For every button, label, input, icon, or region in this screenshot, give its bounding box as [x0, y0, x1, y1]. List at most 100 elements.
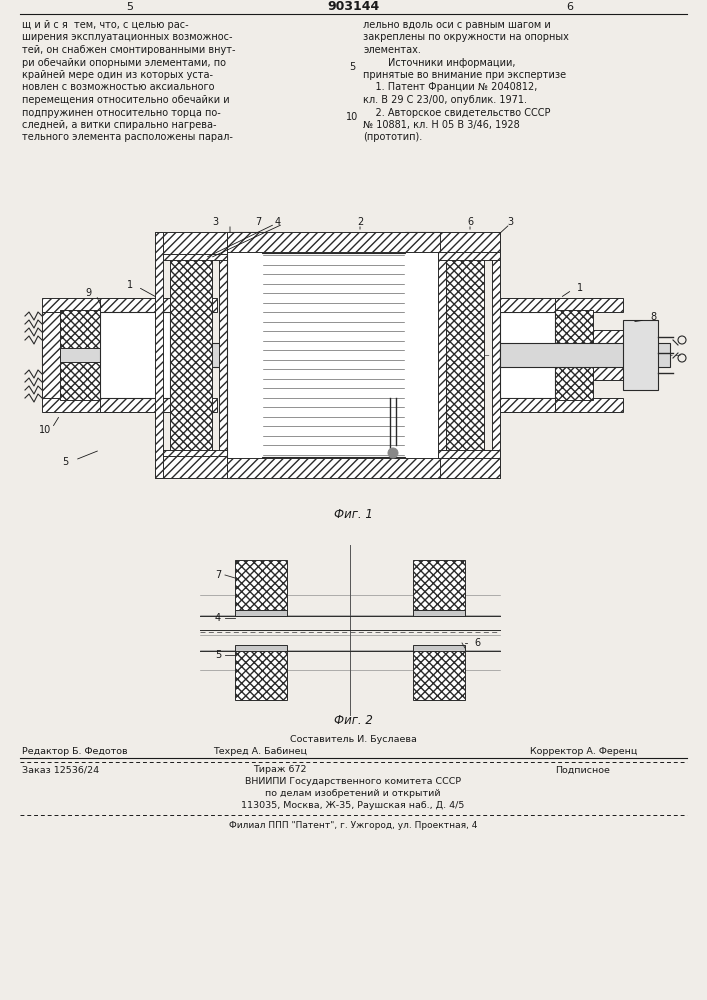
Text: 6: 6	[467, 217, 473, 227]
Bar	[413, 650, 465, 700]
Text: 8: 8	[650, 312, 656, 322]
Bar	[155, 252, 227, 260]
Bar	[100, 298, 170, 312]
Text: 6: 6	[474, 638, 480, 648]
Bar	[413, 645, 465, 651]
Text: Филиал ППП "Патент", г. Ужгород, ул. Проектная, 4: Филиал ППП "Патент", г. Ужгород, ул. Про…	[229, 822, 477, 830]
Text: Составитель И. Буслаева: Составитель И. Буслаева	[290, 736, 416, 744]
Text: 7: 7	[255, 217, 261, 227]
Text: Корректор А. Ференц: Корректор А. Ференц	[530, 748, 637, 756]
Text: закреплены по окружности на опорных: закреплены по окружности на опорных	[363, 32, 569, 42]
Bar	[438, 456, 500, 478]
Text: Редактор Б. Федотов: Редактор Б. Федотов	[22, 748, 128, 756]
Text: Фиг. 1: Фиг. 1	[334, 508, 373, 522]
Bar	[42, 398, 217, 412]
Text: 5: 5	[215, 650, 221, 660]
Bar	[155, 232, 163, 478]
Bar	[413, 610, 465, 616]
Bar	[60, 310, 100, 348]
Bar	[227, 458, 440, 478]
Text: 6: 6	[566, 2, 573, 12]
Bar	[100, 312, 170, 398]
Bar	[555, 310, 593, 348]
Bar	[42, 310, 60, 400]
Text: 10: 10	[39, 425, 51, 435]
Bar	[235, 610, 287, 616]
Text: 5: 5	[349, 62, 355, 72]
Bar	[446, 255, 484, 455]
Text: тельного элемента расположены парал-: тельного элемента расположены парал-	[22, 132, 233, 142]
Text: элементах.: элементах.	[363, 45, 421, 55]
Bar	[500, 343, 670, 367]
Text: крайней мере один из которых уста-: крайней мере один из которых уста-	[22, 70, 213, 80]
Bar	[623, 320, 658, 390]
Bar	[438, 252, 500, 260]
Text: 5: 5	[127, 2, 134, 12]
Bar	[438, 232, 446, 478]
Text: 1. Патент Франции № 2040812,: 1. Патент Франции № 2040812,	[363, 83, 537, 93]
Text: 903144: 903144	[327, 0, 379, 13]
Bar	[100, 398, 170, 412]
Text: Подписное: Подписное	[555, 766, 610, 774]
Bar	[438, 450, 500, 458]
Bar	[235, 645, 287, 651]
Text: Заказ 12536/24: Заказ 12536/24	[22, 766, 99, 774]
Text: Фиг. 2: Фиг. 2	[334, 714, 373, 726]
Bar	[155, 232, 227, 254]
Text: 3: 3	[212, 217, 218, 227]
Bar	[235, 560, 287, 610]
Text: 7: 7	[215, 570, 221, 580]
Text: принятые во внимание при экспертизе: принятые во внимание при экспертизе	[363, 70, 566, 80]
Text: 10: 10	[346, 112, 358, 122]
Text: щ и й с я  тем, что, с целью рас-: щ и й с я тем, что, с целью рас-	[22, 20, 189, 30]
Circle shape	[388, 448, 398, 458]
Text: 4: 4	[215, 613, 221, 623]
Text: 3: 3	[507, 217, 513, 227]
Bar	[500, 398, 600, 412]
Text: № 10881, кл. Н 05 В 3/46, 1928: № 10881, кл. Н 05 В 3/46, 1928	[363, 120, 520, 130]
Text: лельно вдоль оси с равным шагом и: лельно вдоль оси с равным шагом и	[363, 20, 551, 30]
Text: Тираж 672: Тираж 672	[253, 766, 307, 774]
Text: тей, он снабжен смонтированными внут-: тей, он снабжен смонтированными внут-	[22, 45, 235, 55]
Bar	[170, 255, 212, 455]
Bar	[492, 232, 500, 478]
Text: следней, а витки спирально нагрева-: следней, а витки спирально нагрева-	[22, 120, 216, 130]
Text: ри обечайки опорными элементами, по: ри обечайки опорными элементами, по	[22, 57, 226, 68]
Text: 4: 4	[275, 217, 281, 227]
Bar	[42, 343, 252, 367]
Bar	[155, 456, 227, 478]
Bar	[235, 650, 287, 700]
Text: ВНИИПИ Государственного комитета СССР: ВНИИПИ Государственного комитета СССР	[245, 778, 461, 786]
Bar	[60, 362, 100, 400]
Bar	[555, 398, 623, 412]
Text: ширения эксплуатационных возможнос-: ширения эксплуатационных возможнос-	[22, 32, 233, 42]
Text: Техред А. Бабинец: Техред А. Бабинец	[213, 748, 307, 756]
Bar	[438, 232, 500, 254]
Text: 2. Авторское свидетельство СССР: 2. Авторское свидетельство СССР	[363, 107, 551, 117]
Text: 9: 9	[85, 288, 91, 298]
Text: 2: 2	[357, 217, 363, 227]
Text: по делам изобретений и открытий: по делам изобретений и открытий	[265, 790, 440, 798]
Polygon shape	[227, 232, 440, 478]
Text: (прототип).: (прототип).	[363, 132, 422, 142]
Bar	[500, 398, 555, 412]
Bar	[413, 560, 465, 610]
Text: перемещения относительно обечайки и: перемещения относительно обечайки и	[22, 95, 230, 105]
Text: новлен с возможностью аксиального: новлен с возможностью аксиального	[22, 83, 214, 93]
Bar	[227, 232, 440, 252]
Text: 113035, Москва, Ж-35, Раушская наб., Д. 4/5: 113035, Москва, Ж-35, Раушская наб., Д. …	[241, 802, 464, 810]
Text: 1: 1	[127, 280, 133, 290]
Bar	[155, 450, 227, 458]
Bar	[42, 298, 217, 312]
Text: подпружинен относительно торца по-: подпружинен относительно торца по-	[22, 107, 221, 117]
Bar	[500, 298, 600, 312]
Bar	[593, 330, 623, 380]
Bar	[555, 298, 623, 312]
Text: 1: 1	[577, 283, 583, 293]
Bar	[555, 362, 593, 400]
Text: Источники информации,: Источники информации,	[363, 57, 515, 68]
Bar	[500, 312, 555, 398]
Bar	[219, 232, 227, 478]
Text: кл. В 29 С 23/00, опублик. 1971.: кл. В 29 С 23/00, опублик. 1971.	[363, 95, 527, 105]
Text: 5: 5	[62, 457, 68, 467]
